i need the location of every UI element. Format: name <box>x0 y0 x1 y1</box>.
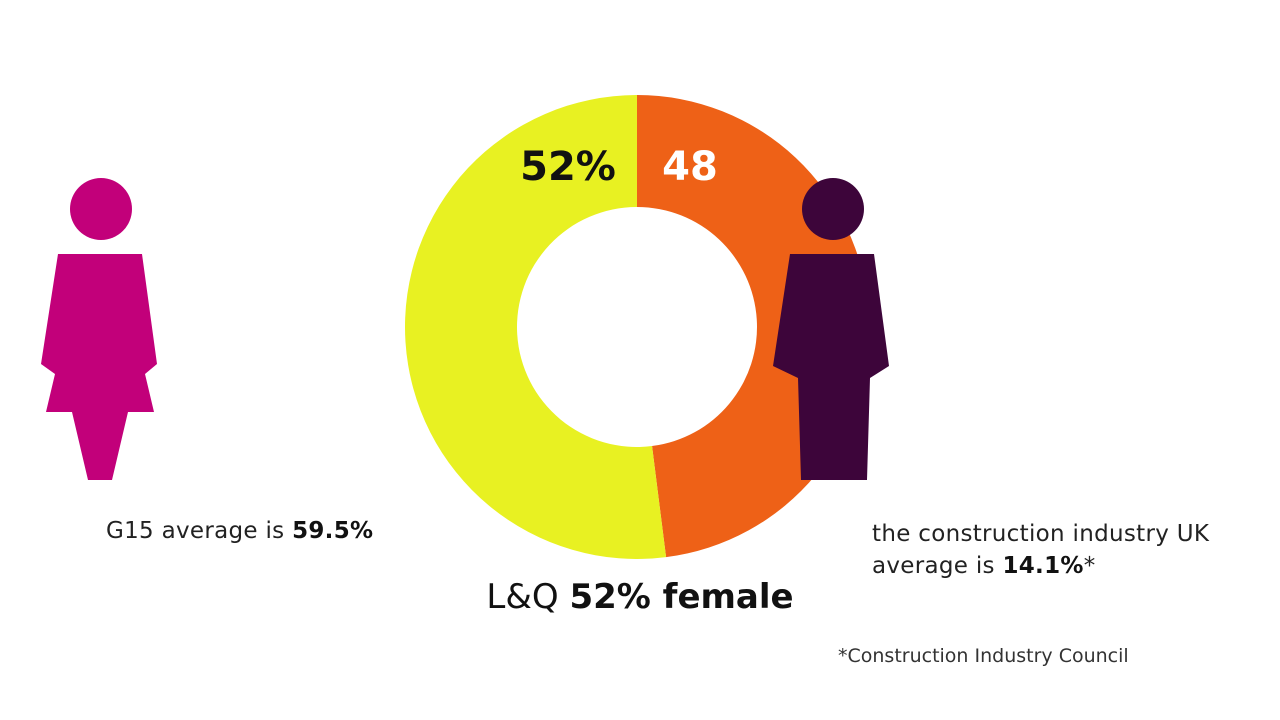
construction-industry-caption: the construction industry UK average is … <box>872 518 1209 582</box>
industry-average-value: 14.1% <box>1002 553 1084 579</box>
industry-caption-line1: the construction industry UK <box>872 521 1210 547</box>
slice-label-male: 48 <box>662 144 718 190</box>
chart-title-bold: 52% female <box>569 577 794 617</box>
g15-average-text: G15 average is <box>106 518 293 544</box>
slice-label-female: 52% <box>520 144 616 190</box>
industry-caption-line2: average is 14.1%* <box>872 550 1209 582</box>
female-figure-icon <box>41 178 157 480</box>
footnote: *Construction Industry Council <box>838 645 1129 667</box>
donut-slice-female <box>404 95 667 559</box>
industry-caption-text: average is <box>872 553 1003 579</box>
female-figure-icon <box>773 178 889 480</box>
industry-footnote-marker: * <box>1083 553 1096 579</box>
g15-average-caption: G15 average is 59.5% <box>106 518 373 544</box>
chart-title: L&Q 52% female <box>0 577 1280 617</box>
g15-average-value: 59.5% <box>292 518 374 544</box>
chart-title-prefix: L&Q <box>486 577 559 617</box>
